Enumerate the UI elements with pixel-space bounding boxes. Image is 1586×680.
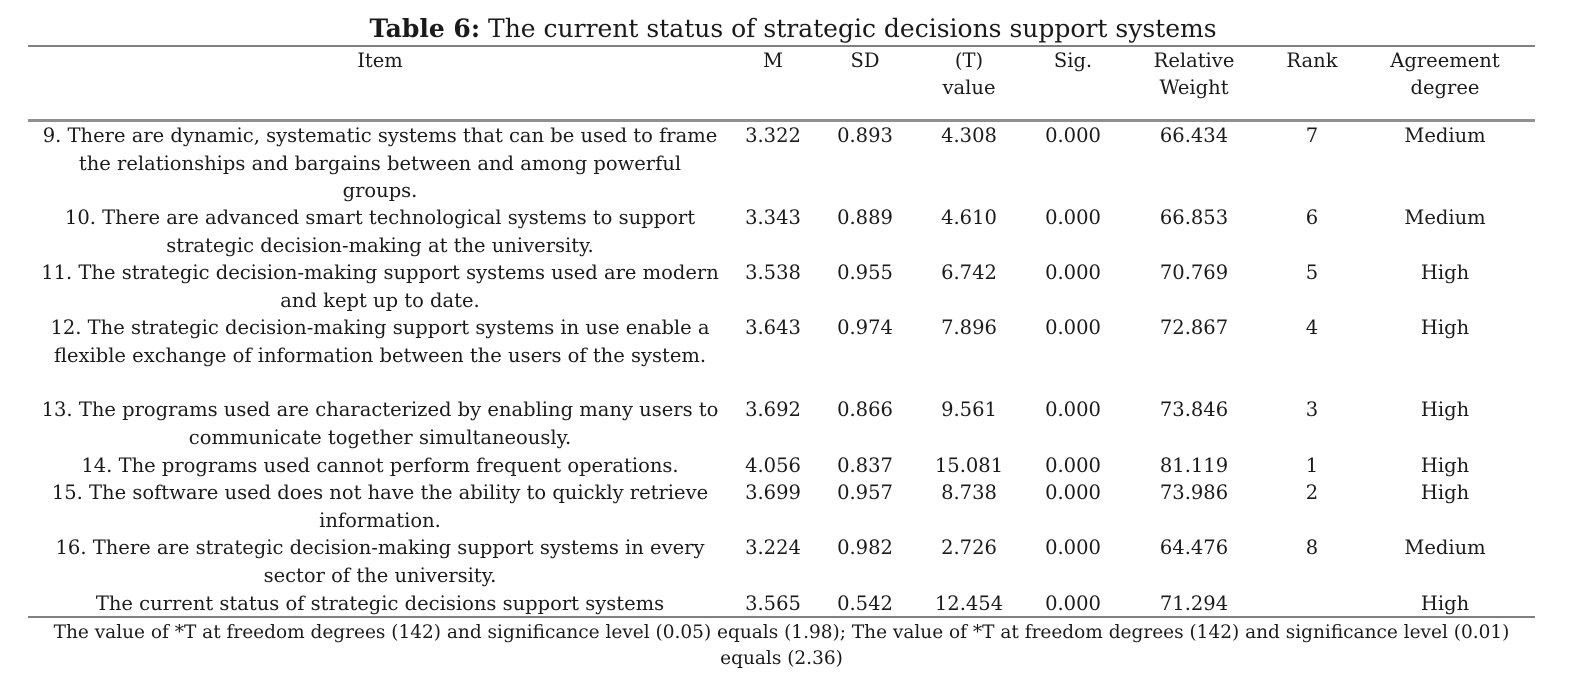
table-cell-rw: 81.119 bbox=[1159, 454, 1229, 477]
table-cell-rank: 7 bbox=[1305, 124, 1319, 147]
table-cell-sd: 0.982 bbox=[837, 536, 893, 559]
table-cell-t: 4.308 bbox=[941, 124, 997, 147]
table-row-item: 13. The programs used are characterized … bbox=[41, 398, 719, 449]
table-cell-sig: 0.000 bbox=[1045, 536, 1101, 559]
table-cell-t: 6.742 bbox=[941, 261, 997, 284]
table-cell-sig: 0.000 bbox=[1045, 398, 1101, 421]
table-cell-t: 8.738 bbox=[941, 481, 997, 504]
table-row-item: 16. There are strategic decision-making … bbox=[55, 536, 705, 587]
header-t-line2: value bbox=[942, 76, 996, 99]
table-caption-label: Table 6: bbox=[369, 14, 481, 43]
header-rw-line2: Weight bbox=[1159, 76, 1229, 99]
table-cell-sig: 0.000 bbox=[1045, 592, 1101, 615]
table-cell-agreement: High bbox=[1420, 481, 1470, 504]
table-cell-m: 3.699 bbox=[745, 481, 801, 504]
header-agreement-line1: Agreement bbox=[1390, 49, 1500, 72]
table-row-item: 10. There are advanced smart technologic… bbox=[64, 206, 696, 257]
table-cell-sd: 0.893 bbox=[837, 124, 893, 147]
table-row-item: 11. The strategic decision-making suppor… bbox=[41, 261, 719, 312]
table-cell-m: 3.224 bbox=[745, 536, 801, 559]
table-cell-m: 3.538 bbox=[745, 261, 801, 284]
header-rule bbox=[28, 119, 1535, 122]
table-cell-rw: 66.434 bbox=[1159, 124, 1229, 147]
table-caption-text: The current status of strategic decision… bbox=[488, 14, 1217, 43]
table-cell-m: 3.692 bbox=[745, 398, 801, 421]
table-cell-agreement: High bbox=[1420, 398, 1470, 421]
table-cell-sd: 0.957 bbox=[837, 481, 893, 504]
table-cell-rw: 72.867 bbox=[1159, 316, 1229, 339]
table-cell-sd: 0.955 bbox=[837, 261, 893, 284]
table-caption: Table 6: The current status of strategic… bbox=[0, 14, 1586, 44]
table-cell-agreement: Medium bbox=[1404, 124, 1486, 147]
table-cell-agreement: High bbox=[1420, 592, 1470, 615]
table-cell-t: 7.896 bbox=[941, 316, 997, 339]
header-t-line1: (T) bbox=[954, 49, 984, 72]
table-footnote: The value of *T at freedom degrees (142)… bbox=[53, 622, 1510, 669]
table-cell-sig: 0.000 bbox=[1045, 454, 1101, 477]
table-cell-t: 15.081 bbox=[934, 454, 1004, 477]
header-rank: Rank bbox=[1286, 49, 1338, 72]
table-cell-t: 4.610 bbox=[941, 206, 997, 229]
table-cell-rw: 64.476 bbox=[1159, 536, 1229, 559]
header-item: Item bbox=[357, 49, 403, 72]
table-cell-rank: 8 bbox=[1305, 536, 1319, 559]
table-cell-sd: 0.974 bbox=[837, 316, 893, 339]
table-cell-rw: 73.846 bbox=[1159, 398, 1229, 421]
table-cell-agreement: Medium bbox=[1404, 206, 1486, 229]
table-cell-rank: 2 bbox=[1305, 481, 1319, 504]
header-agreement-line2: degree bbox=[1410, 76, 1480, 99]
table-cell-sig: 0.000 bbox=[1045, 481, 1101, 504]
table-row-item: 9. There are dynamic, systematic systems… bbox=[42, 124, 718, 202]
table-cell-rank: 1 bbox=[1305, 454, 1319, 477]
table-cell-sd: 0.837 bbox=[837, 454, 893, 477]
table-cell-t: 9.561 bbox=[941, 398, 997, 421]
table-cell-t: 12.454 bbox=[934, 592, 1004, 615]
table-cell-rw: 66.853 bbox=[1159, 206, 1229, 229]
table-cell-agreement: Medium bbox=[1404, 536, 1486, 559]
table-cell-m: 3.322 bbox=[745, 124, 801, 147]
table-cell-rank: 6 bbox=[1305, 206, 1319, 229]
table-cell-sig: 0.000 bbox=[1045, 124, 1101, 147]
table-cell-sd: 0.542 bbox=[837, 592, 893, 615]
table-row-item: 12. The strategic decision-making suppor… bbox=[50, 316, 710, 367]
header-sd: SD bbox=[850, 49, 880, 72]
table-cell-sig: 0.000 bbox=[1045, 261, 1101, 284]
table-cell-m: 3.343 bbox=[745, 206, 801, 229]
table-cell-sig: 0.000 bbox=[1045, 206, 1101, 229]
table-cell-rw: 73.986 bbox=[1159, 481, 1229, 504]
table-cell-t: 2.726 bbox=[941, 536, 997, 559]
table-cell-rank: 5 bbox=[1305, 261, 1319, 284]
table-row-item: 14. The programs used cannot perform fre… bbox=[81, 454, 679, 477]
header-rw-line1: Relative bbox=[1153, 49, 1235, 72]
table-cell-sig: 0.000 bbox=[1045, 316, 1101, 339]
header-m: M bbox=[763, 49, 783, 72]
table-row-item: 15. The software used does not have the … bbox=[51, 481, 709, 532]
table-cell-m: 3.643 bbox=[745, 316, 801, 339]
table-cell-rank: 4 bbox=[1305, 316, 1319, 339]
bottom-rule bbox=[28, 616, 1535, 618]
table-cell-rw: 71.294 bbox=[1159, 592, 1229, 615]
table-cell-rank: 3 bbox=[1305, 398, 1319, 421]
table-cell-agreement: High bbox=[1420, 454, 1470, 477]
table-cell-sd: 0.889 bbox=[837, 206, 893, 229]
table-row-item: The current status of strategic decision… bbox=[95, 592, 665, 615]
table-cell-agreement: High bbox=[1420, 261, 1470, 284]
table-cell-agreement: High bbox=[1420, 316, 1470, 339]
table-cell-rw: 70.769 bbox=[1159, 261, 1229, 284]
table-cell-m: 3.565 bbox=[745, 592, 801, 615]
table-cell-sd: 0.866 bbox=[837, 398, 893, 421]
top-rule bbox=[28, 45, 1535, 47]
header-sig: Sig. bbox=[1053, 49, 1093, 72]
table-cell-m: 4.056 bbox=[745, 454, 801, 477]
